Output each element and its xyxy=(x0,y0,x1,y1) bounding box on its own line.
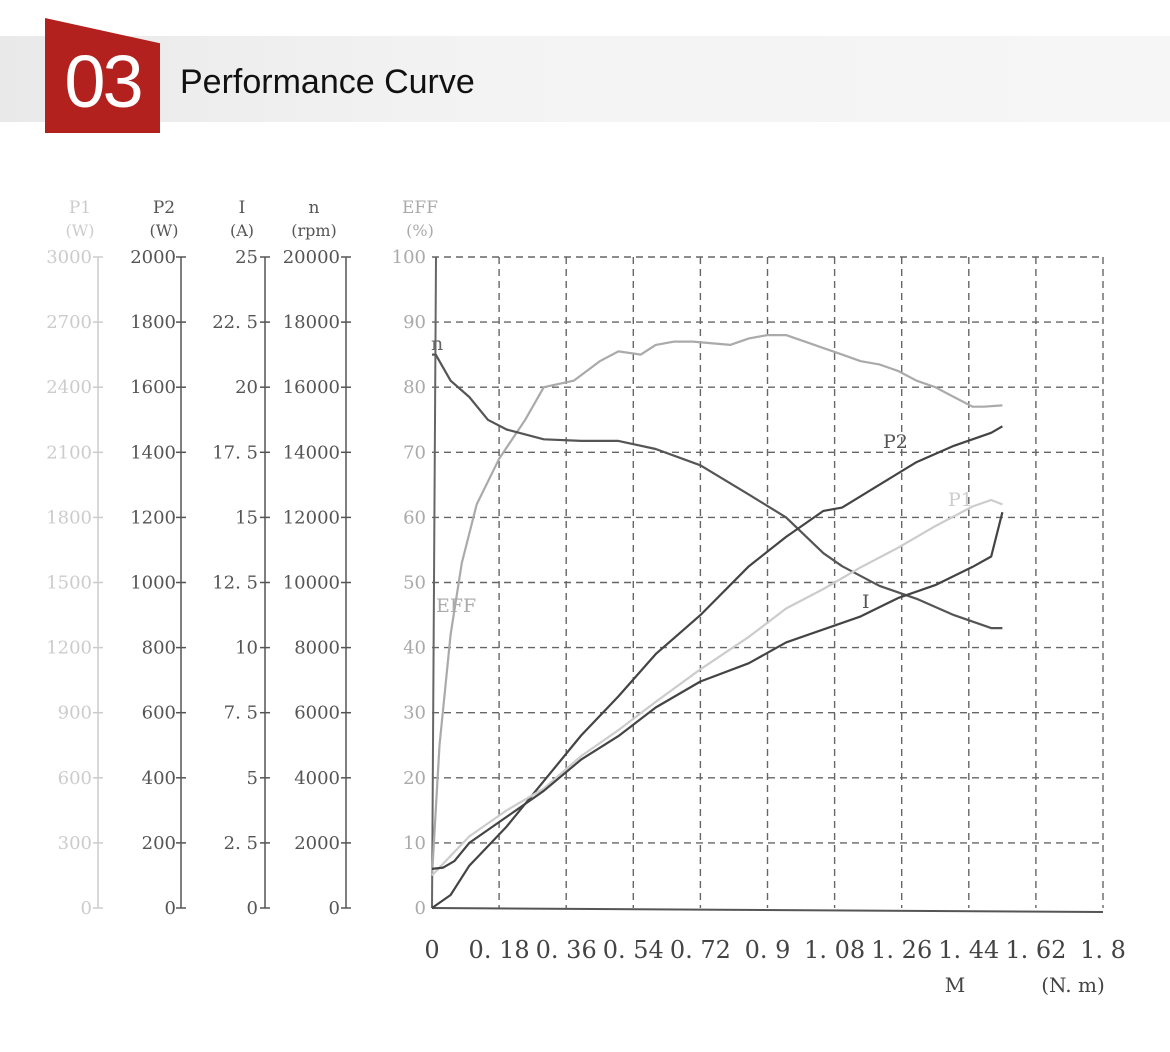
y-tick-label-n: 2000 xyxy=(294,833,340,854)
y-tick-label-EFF: 50 xyxy=(403,573,426,594)
x-tick-label: 1. 62 xyxy=(1005,936,1066,964)
y-tick-label-I: 0 xyxy=(247,898,258,919)
y-tick-label-P1: 0 xyxy=(81,898,92,919)
y-tick-label-P2: 1600 xyxy=(130,377,176,398)
y-tick-label-P1: 2400 xyxy=(46,377,92,398)
labels-layer: n EFF P2 P1 I xyxy=(431,333,973,617)
y-tick-label-n: 0 xyxy=(329,898,340,919)
y-tick-label-n: 14000 xyxy=(283,442,340,463)
y-tick-label-P2: 400 xyxy=(142,768,176,789)
y-tick-label-I: 22. 5 xyxy=(212,312,258,333)
y-tick-label-n: 8000 xyxy=(294,638,340,659)
x-tick-label: 1. 26 xyxy=(871,936,932,964)
y-axis-name-EFF: EFF xyxy=(402,198,438,218)
y-tick-label-P2: 800 xyxy=(142,638,176,659)
y-tick-label-P2: 1200 xyxy=(130,507,176,528)
y-tick-label-n: 10000 xyxy=(283,573,340,594)
y-tick-label-n: 20000 xyxy=(283,247,340,268)
y-tick-label-P1: 1200 xyxy=(46,638,92,659)
x-tick-label: 1. 08 xyxy=(804,936,865,964)
y-axis-unit-P2: (W) xyxy=(150,221,179,240)
y-tick-label-P1: 900 xyxy=(58,703,92,724)
y-axis-unit-P1: (W) xyxy=(66,221,95,240)
series-line-P1 xyxy=(431,498,1003,877)
y-tick-label-P2: 1800 xyxy=(130,312,176,333)
y-tick-label-I: 17. 5 xyxy=(212,442,258,463)
section-number: 03 xyxy=(64,40,143,123)
curve-label-n: n xyxy=(431,333,443,355)
y-tick-label-n: 12000 xyxy=(283,507,340,528)
x-tick-label: 0 xyxy=(424,936,439,964)
y-tick-label-n: 16000 xyxy=(283,377,340,398)
y-tick-label-EFF: 80 xyxy=(403,377,426,398)
y-tick-label-P2: 200 xyxy=(142,833,176,854)
x-axis-line xyxy=(431,907,1104,913)
y-tick-label-I: 5 xyxy=(247,768,258,789)
series-layer xyxy=(430,334,1004,909)
y-tick-label-P2: 2000 xyxy=(130,247,176,268)
series-line-EFF xyxy=(430,334,1003,876)
y-tick-label-P1: 1500 xyxy=(46,573,92,594)
y-tick-label-I: 7. 5 xyxy=(224,703,258,724)
series-line-I xyxy=(431,511,1004,870)
curve-label-P1: P1 xyxy=(948,489,973,511)
y-tick-label-I: 25 xyxy=(235,247,258,268)
y-tick-label-EFF: 20 xyxy=(403,768,426,789)
y-tick-label-EFF: 100 xyxy=(392,247,426,268)
y-tick-label-EFF: 90 xyxy=(403,312,426,333)
axes-layer: P1(W)30002700240021001800150012009006003… xyxy=(46,198,1126,997)
y-tick-label-EFF: 70 xyxy=(403,442,426,463)
y-axis-unit-I: (A) xyxy=(230,221,254,240)
y-axis-name-P1: P1 xyxy=(69,198,91,218)
y-tick-label-I: 20 xyxy=(235,377,258,398)
section-title: Performance Curve xyxy=(180,63,475,101)
y-tick-label-n: 6000 xyxy=(294,703,340,724)
grid-layer xyxy=(432,256,1104,908)
x-tick-label: 0. 72 xyxy=(670,936,731,964)
y-tick-label-n: 4000 xyxy=(294,768,340,789)
y-tick-label-P2: 0 xyxy=(165,898,176,919)
x-tick-label: 1. 44 xyxy=(938,936,999,964)
y-tick-label-P1: 1800 xyxy=(46,507,92,528)
y-tick-label-EFF: 30 xyxy=(403,703,426,724)
curve-label-P2: P2 xyxy=(883,431,908,453)
y-tick-label-EFF: 10 xyxy=(403,833,426,854)
y-tick-label-I: 2. 5 xyxy=(224,833,258,854)
y-axis-name-P2: P2 xyxy=(153,198,175,218)
x-tick-label: 0. 36 xyxy=(536,936,597,964)
y-tick-label-P1: 2100 xyxy=(46,442,92,463)
y-tick-label-P1: 2700 xyxy=(46,312,92,333)
curve-label-EFF: EFF xyxy=(436,595,476,617)
y-tick-label-I: 15 xyxy=(235,507,258,528)
performance-chart: P1(W)30002700240021001800150012009006003… xyxy=(46,198,1126,997)
y-axis-unit-n: (rpm) xyxy=(291,221,337,240)
x-tick-label: 1. 8 xyxy=(1080,936,1126,964)
y-tick-label-EFF: 0 xyxy=(415,898,426,919)
y-tick-label-P1: 300 xyxy=(58,833,92,854)
y-axis-name-n: n xyxy=(309,198,320,218)
x-tick-label: 0. 18 xyxy=(469,936,530,964)
curve-label-I: I xyxy=(862,591,870,613)
header-band xyxy=(0,36,1170,122)
y-tick-label-P2: 1400 xyxy=(130,442,176,463)
eff-axis-line xyxy=(431,256,437,909)
y-tick-label-EFF: 40 xyxy=(403,638,426,659)
series-line-P2 xyxy=(431,425,1003,909)
x-axis-label: M xyxy=(945,973,965,997)
y-tick-label-P1: 600 xyxy=(58,768,92,789)
y-tick-label-I: 12. 5 xyxy=(212,573,258,594)
x-axis-unit: (N. m) xyxy=(1041,973,1105,997)
y-tick-label-P2: 1000 xyxy=(130,573,176,594)
y-tick-label-P1: 3000 xyxy=(46,247,92,268)
y-tick-label-P2: 600 xyxy=(142,703,176,724)
y-tick-label-EFF: 60 xyxy=(403,507,426,528)
series-line-n xyxy=(432,353,1003,630)
x-tick-label: 0. 54 xyxy=(603,936,664,964)
x-tick-label: 0. 9 xyxy=(745,936,791,964)
y-tick-label-n: 18000 xyxy=(283,312,340,333)
y-tick-label-I: 10 xyxy=(235,638,258,659)
y-axis-unit-EFF: (%) xyxy=(406,221,434,240)
y-axis-name-I: I xyxy=(239,198,246,218)
